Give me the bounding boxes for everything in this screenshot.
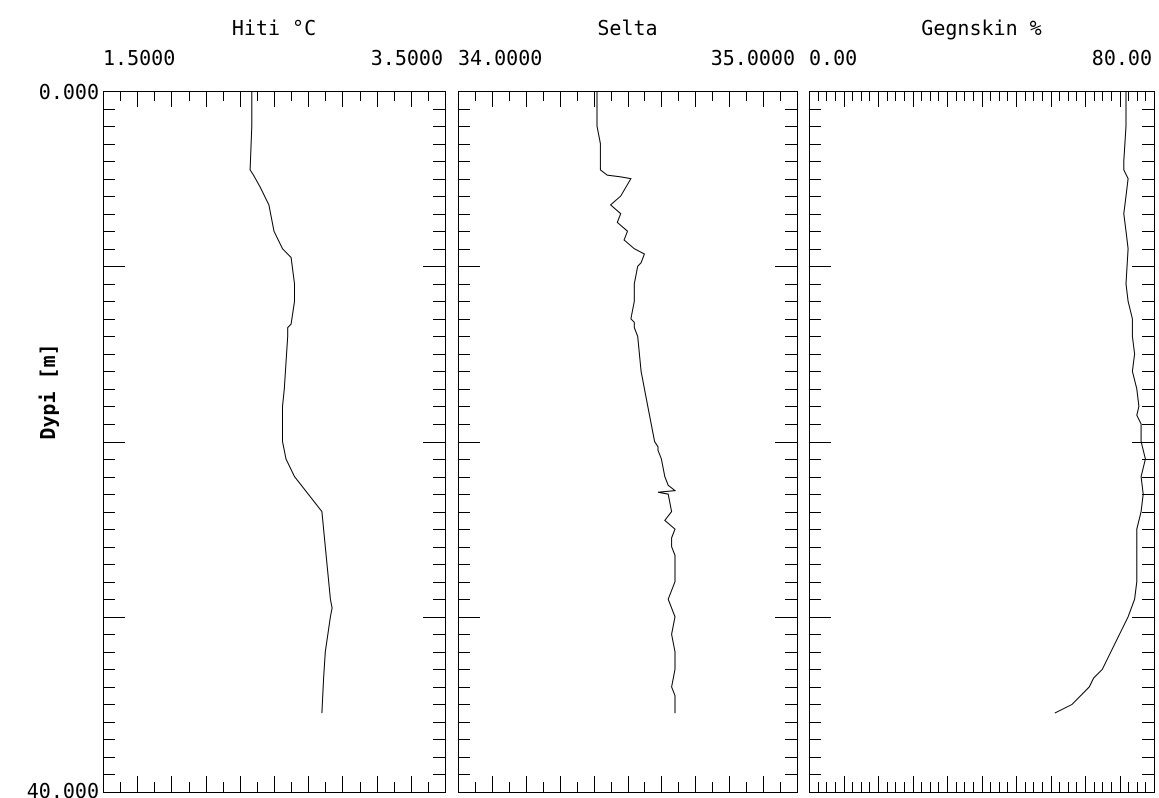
- x-min-label-2: 34.0000: [458, 46, 542, 70]
- panel-title-2: Selta: [597, 16, 657, 40]
- y-min-label: 0.000: [39, 80, 99, 104]
- panel-frame-1: [103, 91, 446, 793]
- series-line-3: [1054, 91, 1146, 714]
- x-max-label-3: 80.00: [1092, 46, 1152, 70]
- panel-frame-3: [809, 91, 1155, 793]
- panel-frame-2: [458, 91, 798, 793]
- panel-title-3: Gegnskin %: [921, 16, 1041, 40]
- x-max-label-1: 3.5000: [371, 46, 443, 70]
- x-min-label-1: 1.5000: [103, 46, 175, 70]
- x-max-label-2: 35.0000: [711, 46, 795, 70]
- series-line-1: [249, 91, 333, 714]
- y-max-label: 40.000: [27, 779, 99, 798]
- panel-title-1: Hiti °C: [232, 16, 316, 40]
- series-line-2: [596, 91, 677, 714]
- x-min-label-3: 0.00: [809, 46, 857, 70]
- y-axis-label: Dypi [m]: [36, 343, 60, 439]
